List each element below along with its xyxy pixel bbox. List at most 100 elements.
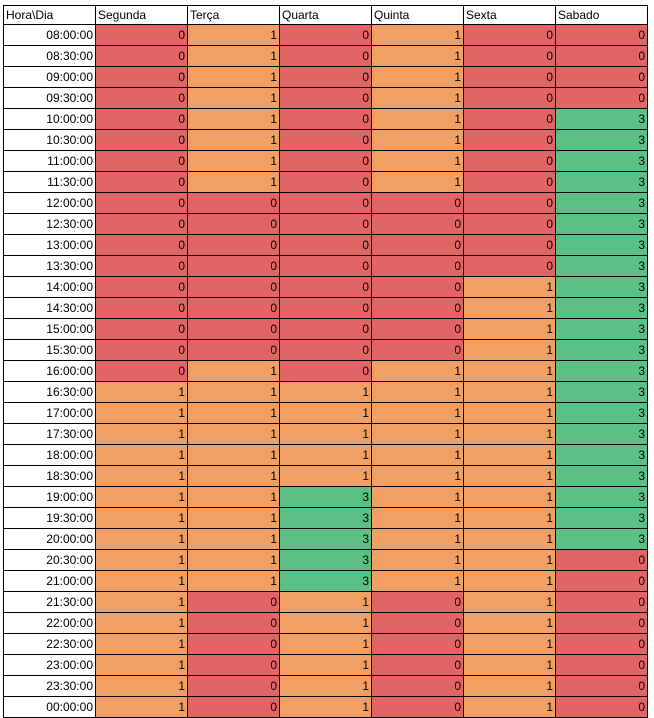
value-cell[interactable]: 0 <box>279 339 372 361</box>
value-cell[interactable]: 1 <box>95 612 188 634</box>
value-cell[interactable]: 1 <box>187 129 280 151</box>
value-cell[interactable]: 1 <box>95 654 188 676</box>
value-cell[interactable]: 3 <box>555 150 648 172</box>
time-cell[interactable]: 17:00:00 <box>3 402 96 424</box>
time-cell[interactable]: 21:00:00 <box>3 570 96 592</box>
value-cell[interactable]: 0 <box>95 339 188 361</box>
time-cell[interactable]: 21:30:00 <box>3 591 96 613</box>
value-cell[interactable]: 1 <box>463 297 556 319</box>
value-cell[interactable]: 0 <box>95 129 188 151</box>
value-cell[interactable]: 0 <box>279 318 372 340</box>
value-cell[interactable]: 3 <box>555 213 648 235</box>
value-cell[interactable]: 1 <box>371 549 464 571</box>
value-cell[interactable]: 1 <box>463 570 556 592</box>
time-cell[interactable]: 12:00:00 <box>3 192 96 214</box>
value-cell[interactable]: 1 <box>371 129 464 151</box>
value-cell[interactable]: 0 <box>279 192 372 214</box>
value-cell[interactable]: 1 <box>95 465 188 487</box>
value-cell[interactable]: 1 <box>279 444 372 466</box>
value-cell[interactable]: 3 <box>555 486 648 508</box>
value-cell[interactable]: 1 <box>463 465 556 487</box>
value-cell[interactable]: 1 <box>187 87 280 109</box>
value-cell[interactable]: 0 <box>371 696 464 718</box>
time-cell[interactable]: 13:00:00 <box>3 234 96 256</box>
time-cell[interactable]: 14:00:00 <box>3 276 96 298</box>
value-cell[interactable]: 0 <box>187 213 280 235</box>
value-cell[interactable]: 0 <box>279 66 372 88</box>
value-cell[interactable]: 0 <box>371 276 464 298</box>
value-cell[interactable]: 1 <box>95 633 188 655</box>
time-cell[interactable]: 08:30:00 <box>3 45 96 67</box>
value-cell[interactable]: 1 <box>371 360 464 382</box>
value-cell[interactable]: 1 <box>371 381 464 403</box>
value-cell[interactable]: 1 <box>463 276 556 298</box>
value-cell[interactable]: 1 <box>371 444 464 466</box>
value-cell[interactable]: 1 <box>95 696 188 718</box>
value-cell[interactable]: 0 <box>187 255 280 277</box>
value-cell[interactable]: 0 <box>555 675 648 697</box>
time-cell[interactable]: 22:00:00 <box>3 612 96 634</box>
value-cell[interactable]: 1 <box>95 591 188 613</box>
value-cell[interactable]: 3 <box>555 465 648 487</box>
value-cell[interactable]: 3 <box>555 108 648 130</box>
value-cell[interactable]: 3 <box>555 381 648 403</box>
value-cell[interactable]: 0 <box>279 150 372 172</box>
value-cell[interactable]: 0 <box>95 87 188 109</box>
value-cell[interactable]: 3 <box>279 507 372 529</box>
value-cell[interactable]: 3 <box>555 360 648 382</box>
value-cell[interactable]: 1 <box>187 486 280 508</box>
value-cell[interactable]: 1 <box>95 444 188 466</box>
value-cell[interactable]: 0 <box>95 192 188 214</box>
value-cell[interactable]: 0 <box>187 297 280 319</box>
value-cell[interactable]: 1 <box>187 171 280 193</box>
value-cell[interactable]: 1 <box>463 696 556 718</box>
value-cell[interactable]: 1 <box>95 549 188 571</box>
time-cell[interactable]: 15:30:00 <box>3 339 96 361</box>
value-cell[interactable]: 0 <box>371 591 464 613</box>
value-cell[interactable]: 3 <box>555 234 648 256</box>
value-cell[interactable]: 1 <box>187 381 280 403</box>
value-cell[interactable]: 1 <box>463 381 556 403</box>
value-cell[interactable]: 0 <box>463 171 556 193</box>
value-cell[interactable]: 1 <box>279 633 372 655</box>
value-cell[interactable]: 0 <box>279 234 372 256</box>
value-cell[interactable]: 1 <box>463 507 556 529</box>
value-cell[interactable]: 0 <box>463 213 556 235</box>
value-cell[interactable]: 3 <box>555 192 648 214</box>
value-cell[interactable]: 0 <box>555 591 648 613</box>
value-cell[interactable]: 3 <box>279 528 372 550</box>
value-cell[interactable]: 1 <box>371 486 464 508</box>
value-cell[interactable]: 0 <box>95 24 188 46</box>
value-cell[interactable]: 1 <box>187 66 280 88</box>
value-cell[interactable]: 0 <box>187 276 280 298</box>
value-cell[interactable]: 0 <box>463 108 556 130</box>
value-cell[interactable]: 0 <box>555 633 648 655</box>
value-cell[interactable]: 0 <box>187 612 280 634</box>
value-cell[interactable]: 0 <box>371 339 464 361</box>
value-cell[interactable]: 0 <box>463 150 556 172</box>
value-cell[interactable]: 1 <box>463 528 556 550</box>
value-cell[interactable]: 0 <box>187 234 280 256</box>
value-cell[interactable]: 1 <box>371 570 464 592</box>
time-cell[interactable]: 20:30:00 <box>3 549 96 571</box>
value-cell[interactable]: 1 <box>95 675 188 697</box>
value-cell[interactable]: 1 <box>371 423 464 445</box>
value-cell[interactable]: 1 <box>187 444 280 466</box>
value-cell[interactable]: 0 <box>187 339 280 361</box>
value-cell[interactable]: 0 <box>555 549 648 571</box>
value-cell[interactable]: 0 <box>95 108 188 130</box>
value-cell[interactable]: 0 <box>371 234 464 256</box>
value-cell[interactable]: 0 <box>95 318 188 340</box>
value-cell[interactable]: 0 <box>279 108 372 130</box>
value-cell[interactable]: 0 <box>555 612 648 634</box>
value-cell[interactable]: 1 <box>463 654 556 676</box>
value-cell[interactable]: 3 <box>555 129 648 151</box>
time-cell[interactable]: 18:30:00 <box>3 465 96 487</box>
value-cell[interactable]: 0 <box>371 297 464 319</box>
value-cell[interactable]: 1 <box>95 507 188 529</box>
value-cell[interactable]: 0 <box>95 213 188 235</box>
time-cell[interactable]: 16:30:00 <box>3 381 96 403</box>
value-cell[interactable]: 0 <box>279 360 372 382</box>
value-cell[interactable]: 0 <box>555 654 648 676</box>
value-cell[interactable]: 0 <box>279 213 372 235</box>
